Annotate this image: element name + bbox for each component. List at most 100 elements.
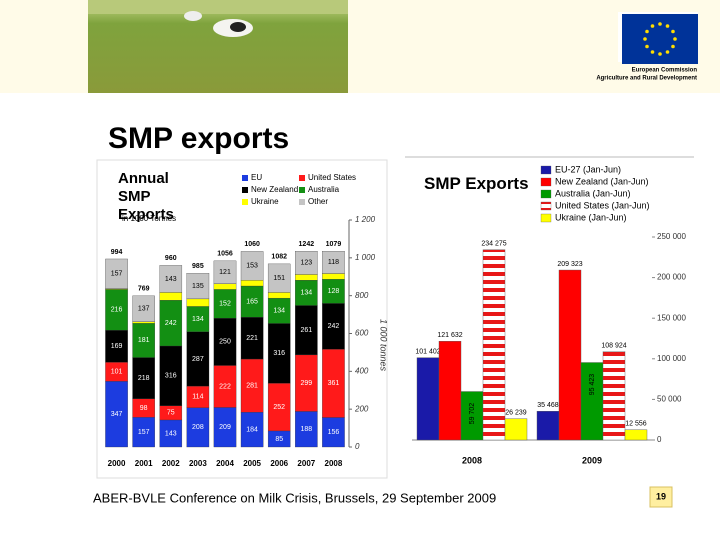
x-tick-label: 2008	[462, 455, 482, 465]
data-label: 242	[165, 320, 177, 327]
data-label: 114	[192, 394, 203, 401]
y-tick-label: 200 000	[657, 273, 686, 282]
total-label: 960	[165, 255, 177, 262]
cow-spot	[230, 22, 246, 32]
bar-segment	[295, 251, 318, 275]
y-axis-label: 1 000 tonnes	[379, 319, 389, 372]
bar-segment	[186, 298, 210, 307]
data-label: 59 702	[469, 403, 476, 425]
data-label: 137	[138, 306, 150, 313]
data-label: 152	[219, 301, 231, 308]
legend-swatch	[242, 175, 248, 181]
data-label: 101	[111, 369, 123, 376]
total-label: 994	[111, 249, 123, 256]
bar-segment	[240, 280, 264, 287]
data-label: 121 632	[437, 332, 462, 339]
legend-swatch	[540, 165, 552, 175]
data-label: 347	[111, 411, 123, 418]
data-label: 361	[328, 380, 340, 387]
photo-horizon	[88, 0, 348, 14]
legend-label: Ukraine	[251, 197, 279, 206]
data-label: 222	[219, 383, 231, 390]
star	[673, 37, 677, 41]
legend-label: Australia (Jan-Jun)	[555, 188, 631, 198]
bar	[416, 357, 440, 441]
footer: ABER-BVLE Conference on Milk Crisis, Bru…	[93, 490, 496, 505]
page-number-box	[649, 486, 673, 508]
data-label: 135	[192, 283, 204, 290]
x-tick-label: 2006	[270, 459, 288, 468]
bar-segment	[132, 295, 155, 322]
legend-swatch	[299, 175, 305, 181]
legend-swatch	[540, 201, 552, 211]
star	[658, 22, 662, 26]
y-tick-label: 1 000	[355, 253, 376, 262]
legend-label: EU	[251, 173, 262, 182]
data-label: 118	[328, 259, 339, 266]
data-label: 134	[273, 308, 285, 315]
legend-swatch	[299, 199, 305, 205]
data-label: 242	[328, 323, 340, 330]
bar-segment	[132, 321, 155, 324]
data-label: 287	[192, 356, 204, 363]
data-label: 156	[328, 429, 340, 436]
logo-line2: Agriculture and Rural Development	[596, 76, 697, 82]
y-tick-label: 200	[354, 404, 369, 413]
x-tick-label: 2001	[135, 459, 153, 468]
legend-swatch	[242, 187, 248, 193]
bar-segment	[159, 265, 183, 293]
data-label: 209 323	[557, 261, 582, 268]
cow	[184, 11, 202, 21]
x-tick-label: 2003	[189, 459, 207, 468]
x-tick-label: 2002	[162, 459, 180, 468]
x-tick-label: 2008	[325, 459, 343, 468]
total-label: 1079	[326, 241, 342, 248]
page-number: 19	[656, 491, 666, 501]
bar	[482, 249, 506, 441]
x-tick-label: 2004	[216, 459, 234, 468]
data-label: 218	[138, 375, 150, 382]
data-label: 261	[300, 327, 312, 334]
bar-segment	[322, 273, 345, 280]
x-tick-label: 2007	[297, 459, 315, 468]
data-label: 85	[275, 436, 283, 443]
y-tick-label: 50 000	[657, 395, 682, 404]
legend-swatch	[540, 189, 552, 199]
data-label: 252	[273, 404, 285, 411]
data-label: 165	[246, 298, 258, 305]
eu-stars	[643, 22, 677, 56]
data-label: 208	[192, 424, 204, 431]
total-label: 1056	[217, 251, 233, 258]
legend-swatch	[540, 177, 552, 187]
bar	[438, 341, 462, 441]
star	[671, 44, 675, 49]
bar	[536, 410, 560, 441]
star	[658, 52, 662, 56]
bar	[558, 269, 582, 441]
data-label: 184	[246, 426, 258, 433]
data-label: 153	[246, 263, 258, 270]
y-tick-label: 0	[355, 442, 360, 451]
data-label: 234 275	[481, 241, 506, 248]
data-label: 95 423	[589, 374, 596, 396]
data-label: 123	[300, 260, 312, 267]
x-tick-label: 2000	[108, 459, 126, 468]
total-label: 985	[192, 263, 204, 270]
data-label: 75	[167, 410, 175, 417]
data-label: 143	[165, 430, 177, 437]
star	[645, 29, 649, 34]
bar	[504, 418, 528, 441]
data-label: 299	[300, 380, 312, 387]
star	[650, 24, 655, 28]
data-label: 26 239	[505, 410, 527, 417]
bar-segment	[213, 260, 237, 284]
legend-label: Australia	[308, 185, 340, 194]
y-tick-label: 600	[355, 329, 369, 338]
data-label: 35 468	[537, 402, 559, 409]
star	[643, 37, 647, 41]
bar-segment	[322, 251, 345, 274]
header-photo	[88, 0, 348, 93]
y-tick-label: 1 200	[355, 215, 376, 224]
legend-label: New Zealand (Jan-Jun)	[555, 176, 649, 186]
